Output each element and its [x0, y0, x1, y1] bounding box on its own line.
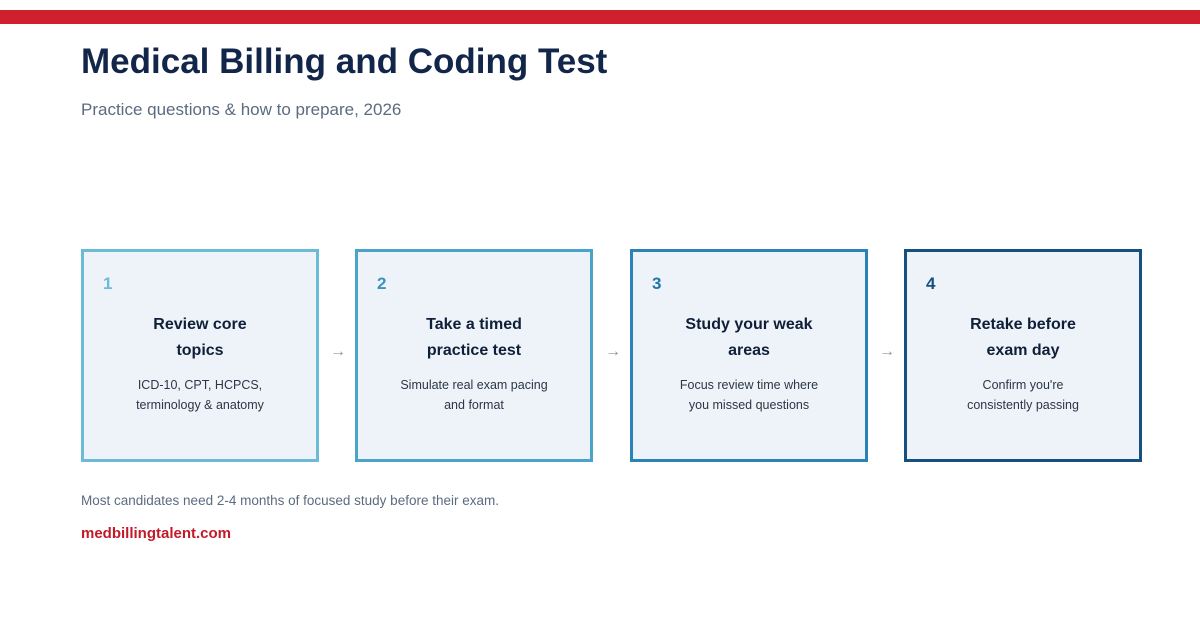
page-subtitle: Practice questions & how to prepare, 202… [81, 100, 402, 119]
step-card-3: 3 Study your weak areas Focus review tim… [630, 249, 868, 462]
step-description: Focus review time where you missed quest… [633, 375, 865, 415]
step-description-line: you missed questions [688, 398, 810, 412]
step-title-line: areas [728, 342, 770, 359]
arrow-right-icon: → [330, 343, 346, 360]
step-number: 3 [652, 274, 662, 293]
step-number: 4 [926, 274, 936, 293]
step-description-line: Focus review time where [679, 378, 819, 392]
step-description-line: Confirm you're [982, 378, 1064, 392]
step-description-line: and format [444, 398, 504, 412]
step-description-line: Simulate real exam pacing [400, 378, 548, 392]
step-number: 2 [377, 274, 387, 293]
step-card-1: 1 Review core topics ICD-10, CPT, HCPCS,… [81, 249, 319, 462]
step-card-2: 2 Take a timed practice test Simulate re… [355, 249, 593, 462]
step-description: Confirm you're consistently passing [907, 375, 1139, 415]
footnote-text: Most candidates need 2-4 months of focus… [81, 493, 499, 508]
step-title-line: Take a timed [426, 316, 522, 333]
step-title-line: Review core [153, 316, 247, 333]
step-title-line: Retake before [970, 316, 1076, 333]
step-title: Study your weak areas [633, 312, 865, 364]
step-description-line: ICD-10, CPT, HCPCS, [137, 378, 263, 392]
step-description-line: terminology & anatomy [136, 398, 264, 412]
step-title: Review core topics [84, 312, 316, 364]
arrow-right-icon: → [879, 343, 895, 360]
site-link[interactable]: medbillingtalent.com [81, 525, 232, 542]
step-title-line: exam day [986, 342, 1060, 359]
step-title: Retake before exam day [907, 312, 1139, 364]
step-description: Simulate real exam pacing and format [358, 375, 590, 415]
page-title: Medical Billing and Coding Test [81, 42, 608, 81]
arrow-right-icon: → [605, 343, 621, 360]
step-number: 1 [103, 274, 113, 293]
step-title-line: Study your weak [685, 316, 813, 333]
step-description: ICD-10, CPT, HCPCS, terminology & anatom… [84, 375, 316, 415]
step-description-line: consistently passing [967, 398, 1079, 412]
step-title-line: topics [176, 342, 224, 359]
step-card-4: 4 Retake before exam day Confirm you're … [904, 249, 1142, 462]
top-accent-bar [0, 10, 1200, 24]
step-title-line: practice test [426, 342, 522, 359]
step-title: Take a timed practice test [358, 312, 590, 364]
